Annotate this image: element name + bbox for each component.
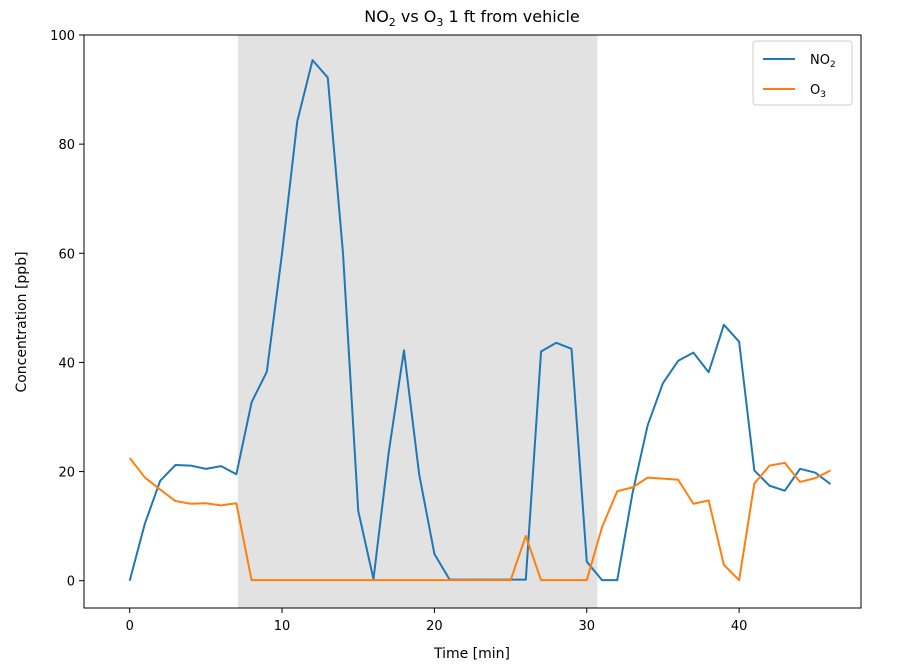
title-subscript-3: 3	[436, 16, 443, 29]
legend-label-no2: NO2	[810, 53, 836, 70]
legend-no2-sub: 2	[830, 60, 836, 70]
plot-frame	[83, 34, 862, 609]
y-tick-label: 40	[58, 356, 75, 371]
x-tick-label: 30	[578, 619, 595, 634]
y-tick-label: 80	[58, 138, 75, 153]
title-middle: vs O	[396, 7, 437, 26]
chart-title: NO2 vs O3 1 ft from vehicle	[364, 7, 580, 29]
legend-o3-base: O	[810, 83, 820, 98]
legend-label-o3: O3	[810, 83, 826, 100]
y-axis-title: Concentration [ppb]	[14, 251, 30, 392]
shaded-interval	[237, 35, 598, 608]
y-tick-label: 20	[58, 466, 75, 481]
legend: NO2 O3	[752, 40, 853, 106]
y-tick-label: 100	[50, 29, 75, 44]
y-tick-label: 60	[58, 247, 75, 262]
x-tick-label: 40	[731, 619, 748, 634]
series-line-o3	[128, 457, 831, 582]
plot-lines	[128, 59, 832, 582]
title-prefix: NO	[364, 7, 389, 26]
y-axis: 0 20 40 60 80 100	[50, 29, 84, 590]
x-tick-label: 10	[274, 619, 291, 634]
title-subscript-2: 2	[389, 16, 396, 29]
title-suffix: 1 ft from vehicle	[443, 7, 579, 26]
x-axis: 0 10 20 30 40	[126, 608, 748, 634]
legend-no2-base: NO	[810, 53, 830, 68]
x-tick-label: 20	[426, 619, 443, 634]
legend-o3-sub: 3	[820, 90, 826, 100]
x-tick-label: 0	[126, 619, 134, 634]
legend-box	[752, 40, 853, 106]
x-axis-title: Time [min]	[433, 646, 510, 662]
y-tick-label: 0	[67, 575, 75, 590]
